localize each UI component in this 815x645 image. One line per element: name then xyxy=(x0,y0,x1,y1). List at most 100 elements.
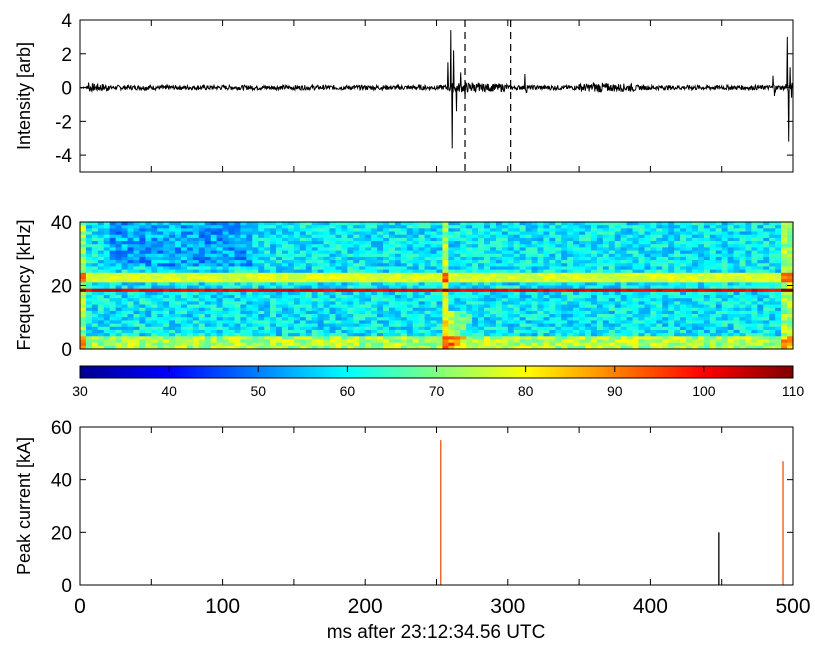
spectrogram-cell xyxy=(347,272,354,277)
spectrogram-cell xyxy=(454,323,461,328)
spectrogram-cell xyxy=(757,237,764,242)
spectrogram-cell xyxy=(234,272,242,277)
spectrogram-cell xyxy=(579,266,586,271)
spectrogram-cell xyxy=(353,234,360,239)
spectrogram-cell xyxy=(484,244,491,248)
spectrogram-cell xyxy=(781,256,788,261)
spectrogram-cell xyxy=(371,339,378,344)
spectrogram-cell xyxy=(371,329,378,334)
spectrogram-cell xyxy=(192,231,200,236)
spectrogram-cell xyxy=(103,285,111,290)
spectrogram-cell xyxy=(454,256,461,261)
spectrogram-cell xyxy=(543,298,550,302)
spectrogram-cell xyxy=(109,310,117,315)
spectrogram-cell xyxy=(311,237,319,242)
spectrogram-cell xyxy=(228,231,236,236)
spectrogram-cell xyxy=(198,247,206,252)
spectrogram-cell xyxy=(709,307,717,312)
spectrogram-cell xyxy=(757,301,764,306)
spectrogram-cell xyxy=(614,307,622,312)
spectrogram-cell xyxy=(359,333,366,337)
spectrogram-cell xyxy=(406,333,414,337)
spectrogram-cell xyxy=(258,336,265,341)
spectrogram-cell xyxy=(531,317,539,322)
spectrogram-cell xyxy=(365,241,372,245)
spectrogram-cell xyxy=(394,342,402,347)
spectrogram-cell xyxy=(377,279,384,283)
spectrogram-cell xyxy=(763,336,770,341)
spectrogram-cell xyxy=(590,237,598,242)
spectrogram-cell xyxy=(109,345,117,350)
spectrogram-cell xyxy=(157,260,164,264)
spectrogram-cell xyxy=(287,250,295,255)
spectrogram-cell xyxy=(662,342,669,347)
spectrogram-cell xyxy=(525,266,533,271)
spectrogram-cell xyxy=(246,275,253,280)
spectrogram-cell xyxy=(525,317,533,322)
spectrogram-cell xyxy=(513,333,521,337)
spectrogram-cell xyxy=(781,336,788,341)
spectrogram-cell xyxy=(715,336,723,341)
spectrogram-cell xyxy=(489,291,497,296)
spectrogram-cell xyxy=(157,272,164,277)
spectrogram-cell xyxy=(573,275,580,280)
spectrogram-cell xyxy=(186,298,194,302)
spectrogram-cell xyxy=(602,256,610,261)
spectrogram-cell xyxy=(287,304,295,309)
spectrogram-cell xyxy=(442,320,449,325)
spectrogram-cell xyxy=(216,301,224,306)
spectrogram-cell xyxy=(246,256,253,261)
spectrogram-cell xyxy=(781,304,788,309)
spectrogram-cell xyxy=(697,326,705,331)
spectrogram-cell xyxy=(192,314,200,318)
spectrogram-cell xyxy=(424,301,432,306)
spectrogram-cell xyxy=(97,298,105,302)
spectrogram-cell xyxy=(644,288,651,293)
spectrogram-cell xyxy=(590,291,598,296)
spectrogram-cell xyxy=(775,275,782,280)
spectrogram-cell xyxy=(454,339,461,344)
spectrogram-cell xyxy=(507,225,515,229)
spectrogram-cell xyxy=(436,329,444,334)
spectrogram-cell xyxy=(567,291,574,296)
spectrogram-cell xyxy=(430,307,438,312)
spectrogram-cell xyxy=(585,342,592,347)
spectrogram-cell xyxy=(186,339,194,344)
spectrogram-cell xyxy=(186,326,194,331)
spectrogram-cell xyxy=(739,234,747,239)
spectrogram-cell xyxy=(216,317,224,322)
spectrogram-cell xyxy=(513,307,521,312)
spectrogram-cell xyxy=(531,275,539,280)
spectrogram-cell xyxy=(436,295,444,299)
spectrogram-cell xyxy=(377,333,384,337)
spectrogram-cell xyxy=(697,314,705,318)
spectrogram-cell xyxy=(418,317,426,322)
spectrogram-cell xyxy=(222,225,230,229)
spectrogram-cell xyxy=(181,339,188,344)
spectrogram-cell xyxy=(371,244,378,248)
spectrogram-cell xyxy=(276,298,283,302)
spectrogram-cell xyxy=(626,342,634,347)
spectrogram-cell xyxy=(394,345,402,350)
spectrogram-cell xyxy=(751,310,758,315)
spectrogram-cell xyxy=(347,256,354,261)
spectrogram-cell xyxy=(234,225,242,229)
spectrogram-cell xyxy=(341,333,348,337)
spectrogram-cell xyxy=(175,228,182,233)
spectrogram-cell xyxy=(620,285,628,290)
spectrogram-cell xyxy=(216,314,224,318)
spectrogram-cell xyxy=(175,260,182,264)
spectrogram-cell xyxy=(757,244,764,248)
spectrogram-cell xyxy=(787,247,794,252)
spectrogram-cell xyxy=(525,339,533,344)
spectrogram-cell xyxy=(501,323,509,328)
spectrogram-cell xyxy=(573,320,580,325)
spectrogram-cell xyxy=(656,228,663,233)
spectrogram-cell xyxy=(495,329,503,334)
spectrogram-cell xyxy=(311,225,319,229)
spectrogram-cell xyxy=(258,222,265,226)
spectrogram-cell xyxy=(543,269,550,274)
spectrogram-cell xyxy=(626,314,634,318)
spectrogram-cell xyxy=(745,323,753,328)
